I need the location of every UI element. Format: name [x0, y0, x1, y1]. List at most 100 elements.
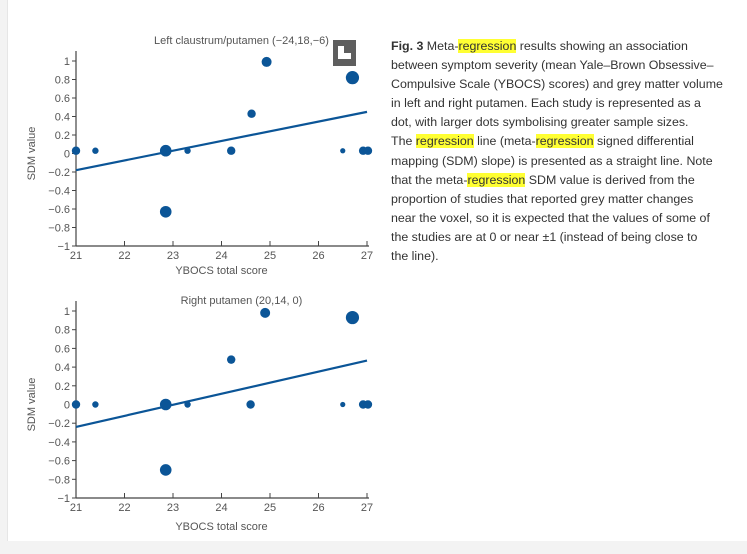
- y-tick-label: −0.2: [48, 418, 70, 430]
- x-tick-label: 23: [167, 250, 179, 262]
- x-tick-label: 27: [361, 502, 373, 514]
- x-tick-label: 23: [167, 502, 179, 514]
- search-highlight: regression: [458, 39, 517, 53]
- caption-line: the studies are at 0 or near ±1 (instead…: [391, 228, 723, 247]
- y-tick-label: 0: [64, 400, 70, 412]
- caption-text: results showing an association: [516, 39, 688, 53]
- caption-text: proportion of studies that reported grey…: [391, 191, 694, 206]
- x-tick-label: 21: [70, 250, 82, 262]
- caption-text: that the meta-: [391, 172, 468, 187]
- x-tick-label: 24: [215, 502, 227, 514]
- data-point: [363, 400, 373, 409]
- caption-line: the line).: [391, 247, 723, 266]
- data-point: [159, 398, 172, 411]
- x-tick-label: 26: [312, 502, 324, 514]
- search-highlight: regression: [535, 134, 594, 149]
- chart-2: Right putamen (20,14, 0) −1 −0.8 −0.6 −0.4 −0…: [26, 295, 373, 533]
- y-tick-label: 0.6: [55, 93, 70, 105]
- data-point: [261, 56, 272, 67]
- caption-line: Fig. 3 Meta-regression results showing a…: [391, 37, 723, 56]
- caption-text: near the voxel, so it is expected that t…: [391, 210, 710, 225]
- data-point: [260, 307, 271, 318]
- y-tick-label: −0.6: [48, 204, 70, 216]
- caption-line: proportion of studies that reported grey…: [391, 190, 723, 209]
- caption-line: mapping (SDM) slope) is presented as a s…: [391, 152, 723, 171]
- data-point: [92, 147, 99, 154]
- y-tick-label: −0.8: [48, 474, 70, 486]
- caption-text: line (meta-: [473, 134, 536, 149]
- y-tick-label: 1: [64, 306, 70, 318]
- caption-text: dot, with larger dots symbolising greate…: [391, 115, 689, 130]
- caption-text: in left and right putamen. Each study is…: [391, 96, 701, 111]
- chart-title: Left claustrum/putamen (−24,18,−6): [154, 35, 329, 47]
- data-point: [159, 464, 172, 476]
- caption-line: near the voxel, so it is expected that t…: [391, 209, 723, 228]
- data-point: [159, 144, 172, 157]
- y-tick-label: −0.2: [48, 167, 70, 179]
- search-highlight: regression: [415, 134, 474, 149]
- y-tick-label: −1: [57, 241, 70, 253]
- y-tick-label: −0.4: [48, 437, 70, 449]
- y-tick-label: 0.8: [55, 325, 70, 337]
- data-point: [159, 205, 172, 218]
- caption-text: SDM value is derived from the: [525, 172, 695, 187]
- regression-line: [75, 359, 368, 429]
- y-tick-label: −0.8: [48, 223, 70, 235]
- figure-card: [7, 0, 747, 541]
- y-axis-label: SDM value: [26, 127, 38, 181]
- chart-1: Left claustrum/putamen (−24,18,−6) −1 −0.8…: [26, 35, 373, 277]
- data-point: [247, 109, 256, 118]
- y-tick-label: 0.2: [55, 130, 70, 142]
- y-axis-label: SDM value: [26, 378, 38, 432]
- data-point: [363, 146, 373, 155]
- data-point: [184, 401, 191, 408]
- y-tick-label: 0.4: [55, 362, 70, 374]
- y-tick-label: −0.6: [48, 456, 70, 468]
- y-tick-label: 0.6: [55, 343, 70, 355]
- x-tick-label: 26: [312, 250, 324, 262]
- data-point: [92, 401, 99, 408]
- x-axis-label: YBOCS total score: [175, 521, 267, 533]
- data-point: [184, 147, 191, 154]
- data-point: [227, 146, 236, 155]
- data-point: [227, 355, 236, 364]
- figure-caption: Fig. 3 Meta-regression results showing a…: [391, 37, 723, 266]
- chart-title: Right putamen (20,14, 0): [181, 295, 303, 307]
- figure-label: Fig. 3: [391, 39, 424, 53]
- data-point: [340, 401, 346, 408]
- x-tick-label: 21: [70, 502, 82, 514]
- data-point: [340, 148, 346, 154]
- y-tick-label: 1: [64, 56, 70, 68]
- x-tick-label: 22: [118, 502, 130, 514]
- caption-text: the studies are at 0 or near ±1 (instead…: [391, 229, 698, 244]
- y-tick-label: 0.4: [55, 112, 70, 124]
- caption-text: between symptom severity (mean Yale–Brow…: [391, 58, 714, 73]
- caption-text: signed differential: [593, 134, 694, 149]
- caption-text: mapping (SDM) slope) is presented as a s…: [391, 153, 713, 168]
- caption-line: Compulsive Scale (YBOCS) scores) and gre…: [391, 75, 723, 94]
- y-tick-label: 0.2: [55, 381, 70, 393]
- x-axis-label: YBOCS total score: [175, 265, 267, 277]
- y-tick-label: −1: [57, 493, 70, 505]
- caption-text: The: [391, 134, 416, 149]
- x-tick-label: 25: [264, 502, 276, 514]
- x-tick-label: 24: [215, 250, 227, 262]
- regression-line: [75, 110, 368, 172]
- data-point: [345, 310, 360, 325]
- y-tick-label: 0: [64, 149, 70, 161]
- caption-line: dot, with larger dots symbolising greate…: [391, 113, 723, 132]
- caption-line: between symptom severity (mean Yale–Brow…: [391, 56, 723, 75]
- caption-line: that the meta-regression SDM value is de…: [391, 171, 723, 190]
- data-point: [71, 400, 81, 409]
- x-tick-label: 22: [118, 250, 130, 262]
- expand-figure-button[interactable]: [333, 40, 356, 66]
- x-tick-label: 27: [361, 250, 373, 262]
- caption-text: the line).: [391, 249, 439, 264]
- x-tick-label: 25: [264, 250, 276, 262]
- data-point: [246, 400, 255, 409]
- data-point: [71, 146, 81, 155]
- caption-line: The regression line (meta-regression sig…: [391, 132, 723, 151]
- y-tick-label: 0.8: [55, 75, 70, 87]
- caption-text: Meta-: [423, 39, 459, 53]
- expand-arrow-icon: [338, 46, 351, 59]
